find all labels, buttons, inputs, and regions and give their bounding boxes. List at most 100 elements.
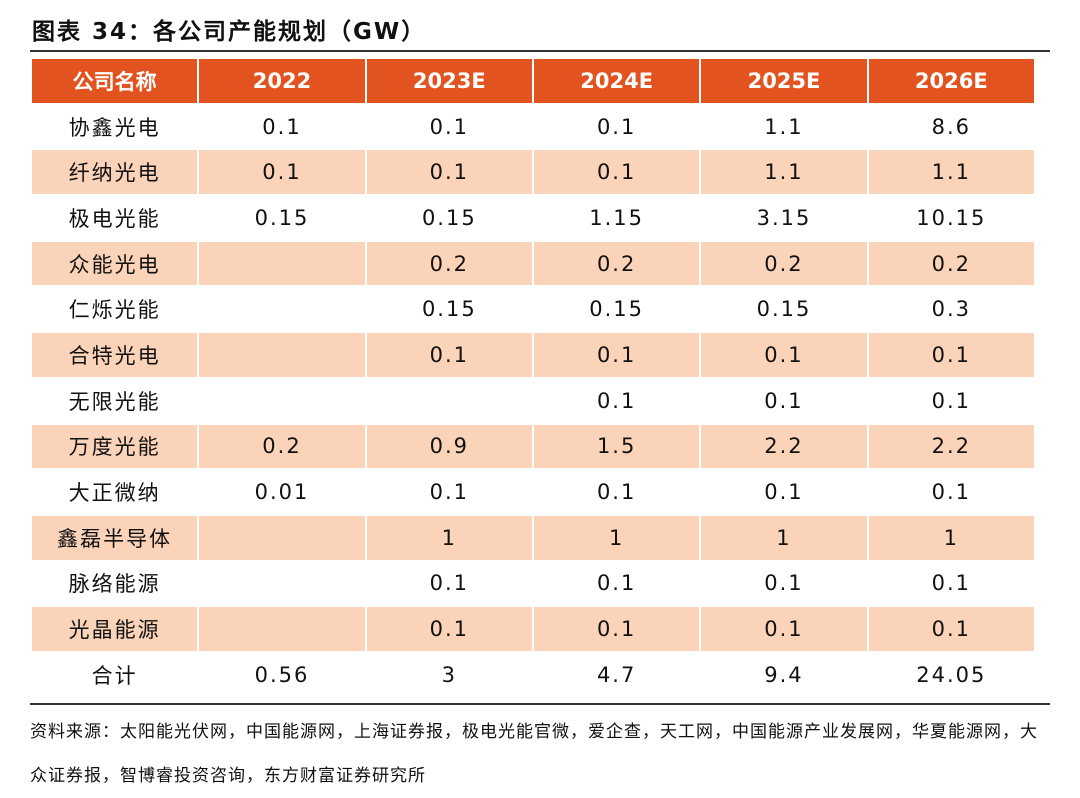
value-cell: 0.15: [531, 285, 702, 334]
table-row: 极电光能 0.15 0.15 1.15 3.15 10.15: [29, 194, 1037, 242]
company-cell: 无限光能: [29, 376, 200, 425]
header-cell: 2022: [197, 57, 367, 105]
value-cell: 2.2: [866, 422, 1037, 471]
value-cell: 1.1: [866, 148, 1037, 197]
value-cell: 3.15: [699, 194, 869, 242]
table-row: 光晶能源 0.1 0.1 0.1 0.1: [29, 605, 1037, 653]
empty-cell: [197, 285, 367, 334]
company-cell: 合计: [29, 650, 200, 699]
value-cell: 1.1: [699, 102, 869, 151]
table-row: 纤纳光电 0.1 0.1 0.1 1.1 1.1: [29, 148, 1037, 197]
value-cell: 0.1: [866, 605, 1037, 653]
table: 公司名称 2022 2023E 2024E 2025E 2026E 协鑫光电 0.1 0.1 0…: [29, 57, 1037, 699]
value-cell: 0.1: [531, 376, 702, 425]
value-cell: 9.4: [699, 650, 869, 699]
value-cell: 1: [531, 513, 702, 562]
table-row: 脉络能源 0.1 0.1 0.1 0.1: [29, 559, 1037, 608]
header-cell: 2026E: [866, 57, 1037, 105]
value-cell: 0.1: [699, 559, 869, 608]
company-cell: 脉络能源: [29, 559, 200, 608]
value-cell: 0.1: [364, 102, 534, 151]
value-cell: 0.1: [531, 148, 702, 197]
rule: [30, 50, 1050, 52]
value-cell: 0.1: [197, 102, 367, 151]
value-cell: 0.1: [531, 605, 702, 653]
table-row: 无限光能 0.1 0.1 0.1: [29, 376, 1037, 425]
value-cell: 0.1: [197, 148, 367, 197]
company-cell: 合特光电: [29, 331, 200, 379]
header-cell: 公司名称: [29, 57, 200, 105]
value-cell: 0.2: [866, 239, 1037, 288]
company-cell: 协鑫光电: [29, 102, 200, 151]
value-cell: 0.1: [364, 331, 534, 379]
value-cell: 0.1: [531, 468, 702, 516]
company-cell: 万度光能: [29, 422, 200, 471]
value-cell: 0.1: [364, 468, 534, 516]
value-cell: 0.1: [364, 605, 534, 653]
table-row: 合特光电 0.1 0.1 0.1 0.1: [29, 331, 1037, 379]
table-header: 公司名称 2022 2023E 2024E 2025E 2026E: [29, 57, 1037, 105]
value-cell: 10.15: [866, 194, 1037, 242]
source-note: 资料来源：太阳能光伏网，中国能源网，上海证券报，极电光能官微，爱企查，天工网，中…: [30, 722, 1038, 786]
value-cell: 0.15: [364, 194, 534, 242]
table-row: 协鑫光电 0.1 0.1 0.1 1.1 8.6: [29, 102, 1037, 151]
value-cell: 0.1: [531, 331, 702, 379]
value-cell: 0.15: [197, 194, 367, 242]
table-row: 仁烁光能 0.15 0.15 0.15 0.3: [29, 285, 1037, 334]
table-row: 万度光能 0.2 0.9 1.5 2.2 2.2: [29, 422, 1037, 471]
value-cell: 0.2: [699, 239, 869, 288]
value-cell: 0.1: [699, 376, 869, 425]
header-cell: 2025E: [699, 57, 869, 105]
table-row: 众能光电 0.2 0.2 0.2 0.2: [29, 239, 1037, 288]
company-cell: 极电光能: [29, 194, 200, 242]
value-cell: 1.5: [531, 422, 702, 471]
value-cell: 24.05: [866, 650, 1037, 699]
company-cell: 仁烁光能: [29, 285, 200, 334]
table-row: 鑫磊半导体 1 1 1 1: [29, 513, 1037, 562]
value-cell: 0.1: [531, 102, 702, 151]
value-cell: 0.2: [197, 422, 367, 471]
empty-cell: [197, 559, 367, 608]
value-cell: 0.3: [866, 285, 1037, 334]
company-cell: 光晶能源: [29, 605, 200, 653]
empty-cell: [197, 513, 367, 562]
value-cell: 0.1: [866, 376, 1037, 425]
value-cell: 0.1: [699, 468, 869, 516]
empty-cell: [364, 376, 534, 425]
value-cell: 0.56: [197, 650, 367, 699]
value-cell: 0.15: [699, 285, 869, 334]
empty-cell: [197, 605, 367, 653]
company-cell: 纤纳光电: [29, 148, 200, 197]
value-cell: 1.15: [531, 194, 702, 242]
value-cell: 4.7: [531, 650, 702, 699]
value-cell: 0.1: [531, 559, 702, 608]
empty-cell: [197, 239, 367, 288]
value-cell: 0.2: [364, 239, 534, 288]
value-cell: 1: [699, 513, 869, 562]
value-cell: 0.1: [364, 148, 534, 197]
header-cell: 2024E: [531, 57, 702, 105]
company-cell: 鑫磊半导体: [29, 513, 200, 562]
header-row: 公司名称 2022 2023E 2024E 2025E 2026E: [29, 57, 1037, 105]
value-cell: 1.1: [699, 148, 869, 197]
value-cell: 0.1: [699, 605, 869, 653]
value-cell: 0.9: [364, 422, 534, 471]
empty-cell: [197, 331, 367, 379]
company-cell: 众能光电: [29, 239, 200, 288]
header-cell: 2023E: [364, 57, 534, 105]
value-cell: 0.1: [866, 331, 1037, 379]
value-cell: 0.1: [866, 559, 1037, 608]
table-row: 大正微纳 0.01 0.1 0.1 0.1 0.1: [29, 468, 1037, 516]
table-row: 合计 0.56 3 4.7 9.4 24.05: [29, 650, 1037, 699]
title: 图表 34：各公司产能规划（GW）: [32, 19, 427, 45]
value-cell: 0.01: [197, 468, 367, 516]
value-cell: 0.2: [531, 239, 702, 288]
value-cell: 0.1: [866, 468, 1037, 516]
value-cell: 0.1: [364, 559, 534, 608]
value-cell: 8.6: [866, 102, 1037, 151]
company-cell: 大正微纳: [29, 468, 200, 516]
table-body: 协鑫光电 0.1 0.1 0.1 1.1 8.6 纤纳光电 0.1 0.1 0.1 1.1 1.1 极电…: [29, 102, 1037, 699]
empty-cell: [197, 376, 367, 425]
value-cell: 1: [866, 513, 1037, 562]
